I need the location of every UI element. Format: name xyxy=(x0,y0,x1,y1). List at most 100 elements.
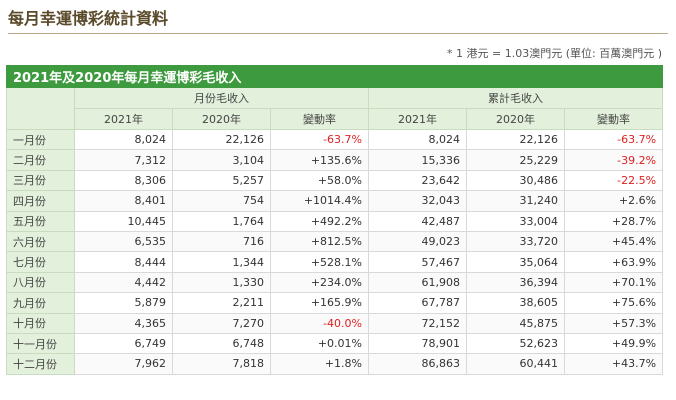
cumulative-2021-cell: 32,043 xyxy=(368,190,467,212)
table-row: 四月份 8,401 754 +1014.4% 32,043 31,240 +2.6% xyxy=(6,190,664,212)
month-label: 十月份 xyxy=(6,312,75,334)
cumulative-2021-cell: 23,642 xyxy=(368,169,467,192)
monthly-2021-cell: 6,749 xyxy=(74,332,173,355)
monthly-change-cell: +1.8% xyxy=(270,353,369,375)
cumulative-2020-cell: 30,486 xyxy=(466,169,565,192)
month-label: 十一月份 xyxy=(6,332,75,355)
monthly-2021-cell: 8,306 xyxy=(74,169,173,192)
monthly-2021-cell: 10,445 xyxy=(74,210,173,232)
monthly-change-cell: -40.0% xyxy=(270,312,369,334)
month-label: 九月份 xyxy=(6,292,75,314)
monthly-2020-cell: 3,104 xyxy=(172,149,271,171)
monthly-change-cell: +812.5% xyxy=(270,230,369,253)
cumulative-2021-cell: 42,487 xyxy=(368,210,467,232)
cumulative-change-cell: +75.6% xyxy=(563,292,664,314)
table-row: 三月份 8,306 5,257 +58.0% 23,642 30,486 -22.5% xyxy=(6,169,664,192)
cumulative-2020-cell: 25,229 xyxy=(466,149,565,171)
cumulative-2021-cell: 72,152 xyxy=(368,312,467,334)
cumulative-change-cell: +70.1% xyxy=(563,271,664,294)
table-row: 八月份 4,442 1,330 +234.0% 61,908 36,394 +70.1% xyxy=(6,271,664,294)
col-header-2021-cumulative: 2021年 xyxy=(368,108,467,130)
month-label: 七月份 xyxy=(6,251,75,273)
cumulative-2021-cell: 8,024 xyxy=(368,128,467,151)
monthly-change-cell: +528.1% xyxy=(270,251,369,273)
revenue-table: 2021年及2020年每月幸運博彩毛收入 月份毛收入 累計毛收入 2021年 2… xyxy=(5,65,664,375)
monthly-2021-cell: 7,962 xyxy=(74,353,173,375)
monthly-2020-cell: 22,126 xyxy=(172,128,271,151)
table-row: 五月份 10,445 1,764 +492.2% 42,487 33,004 +28.7% xyxy=(6,210,664,232)
monthly-2021-cell: 4,365 xyxy=(74,312,173,334)
monthly-2020-cell: 1,330 xyxy=(172,271,271,294)
cumulative-2021-cell: 49,023 xyxy=(368,230,467,253)
col-header-2021-monthly: 2021年 xyxy=(74,108,173,130)
monthly-2020-cell: 5,257 xyxy=(172,169,271,192)
col-header-change-cumulative: 變動率 xyxy=(563,108,664,130)
month-label: 三月份 xyxy=(6,169,75,192)
currency-note: * 1 港元 = 1.03澳門元 (單位: 百萬澳門元 ) xyxy=(447,47,662,60)
group-header-cumulative: 累計毛收入 xyxy=(367,87,664,109)
monthly-2021-cell: 8,444 xyxy=(74,251,173,273)
cumulative-2021-cell: 57,467 xyxy=(368,251,467,273)
monthly-2021-cell: 5,879 xyxy=(74,292,173,314)
table-row: 一月份 8,024 22,126 -63.7% 8,024 22,126 -63.7% xyxy=(6,128,664,151)
col-header-change-monthly: 變動率 xyxy=(270,108,369,130)
month-header xyxy=(6,87,75,130)
cumulative-change-cell: +2.6% xyxy=(563,190,664,212)
cumulative-change-cell: -39.2% xyxy=(563,149,664,171)
month-label: 五月份 xyxy=(6,210,75,232)
monthly-change-cell: +1014.4% xyxy=(270,190,369,212)
monthly-2021-cell: 8,024 xyxy=(74,128,173,151)
monthly-2020-cell: 7,270 xyxy=(172,312,271,334)
monthly-change-cell: +234.0% xyxy=(270,271,369,294)
table-row: 十月份 4,365 7,270 -40.0% 72,152 45,875 +57.3% xyxy=(6,312,664,334)
cumulative-change-cell: +28.7% xyxy=(563,210,664,232)
cumulative-2021-cell: 78,901 xyxy=(368,332,467,355)
page-title: 每月幸運博彩統計資料 xyxy=(8,9,169,28)
cumulative-2020-cell: 33,720 xyxy=(466,230,565,253)
cumulative-2021-cell: 86,863 xyxy=(368,353,467,375)
cumulative-2021-cell: 61,908 xyxy=(368,271,467,294)
cumulative-change-cell: +45.4% xyxy=(563,230,664,253)
cumulative-2020-cell: 35,064 xyxy=(466,251,565,273)
cumulative-2020-cell: 45,875 xyxy=(466,312,565,334)
cumulative-change-cell: +63.9% xyxy=(563,251,664,273)
monthly-change-cell: -63.7% xyxy=(270,128,369,151)
monthly-change-cell: +165.9% xyxy=(270,292,369,314)
month-label: 二月份 xyxy=(6,149,75,171)
month-label: 六月份 xyxy=(6,230,75,253)
table-row: 七月份 8,444 1,344 +528.1% 57,467 35,064 +63.9% xyxy=(6,251,664,273)
cumulative-2020-cell: 52,623 xyxy=(466,332,565,355)
month-label: 十二月份 xyxy=(6,353,75,375)
cumulative-2021-cell: 67,787 xyxy=(368,292,467,314)
monthly-2021-cell: 8,401 xyxy=(74,190,173,212)
month-label: 四月份 xyxy=(6,190,75,212)
cumulative-change-cell: +43.7% xyxy=(563,353,664,375)
cumulative-change-cell: -63.7% xyxy=(563,128,664,151)
title-divider xyxy=(8,33,668,34)
revenue-table-container: 2021年及2020年每月幸運博彩毛收入 月份毛收入 累計毛收入 2021年 2… xyxy=(5,65,664,375)
cumulative-2020-cell: 33,004 xyxy=(466,210,565,232)
monthly-2021-cell: 4,442 xyxy=(74,271,173,294)
group-header-monthly: 月份毛收入 xyxy=(74,87,369,109)
monthly-2021-cell: 6,535 xyxy=(74,230,173,253)
table-row: 十二月份 7,962 7,818 +1.8% 86,863 60,441 +43.7% xyxy=(6,353,664,375)
table-row: 十一月份 6,749 6,748 +0.01% 78,901 52,623 +49.9% xyxy=(6,332,664,355)
monthly-2020-cell: 2,211 xyxy=(172,292,271,314)
monthly-change-cell: +135.6% xyxy=(270,149,369,171)
cumulative-2020-cell: 22,126 xyxy=(466,128,565,151)
monthly-2021-cell: 7,312 xyxy=(74,149,173,171)
cumulative-2020-cell: 38,605 xyxy=(466,292,565,314)
month-label: 八月份 xyxy=(6,271,75,294)
cumulative-2021-cell: 15,336 xyxy=(368,149,467,171)
monthly-2020-cell: 6,748 xyxy=(172,332,271,355)
cumulative-2020-cell: 60,441 xyxy=(466,353,565,375)
monthly-2020-cell: 7,818 xyxy=(172,353,271,375)
cumulative-change-cell: +49.9% xyxy=(563,332,664,355)
cumulative-2020-cell: 31,240 xyxy=(466,190,565,212)
table-row: 二月份 7,312 3,104 +135.6% 15,336 25,229 -39.2% xyxy=(6,149,664,171)
monthly-change-cell: +492.2% xyxy=(270,210,369,232)
monthly-2020-cell: 1,344 xyxy=(172,251,271,273)
monthly-change-cell: +0.01% xyxy=(270,332,369,355)
table-caption: 2021年及2020年每月幸運博彩毛收入 xyxy=(5,65,664,88)
monthly-2020-cell: 1,764 xyxy=(172,210,271,232)
